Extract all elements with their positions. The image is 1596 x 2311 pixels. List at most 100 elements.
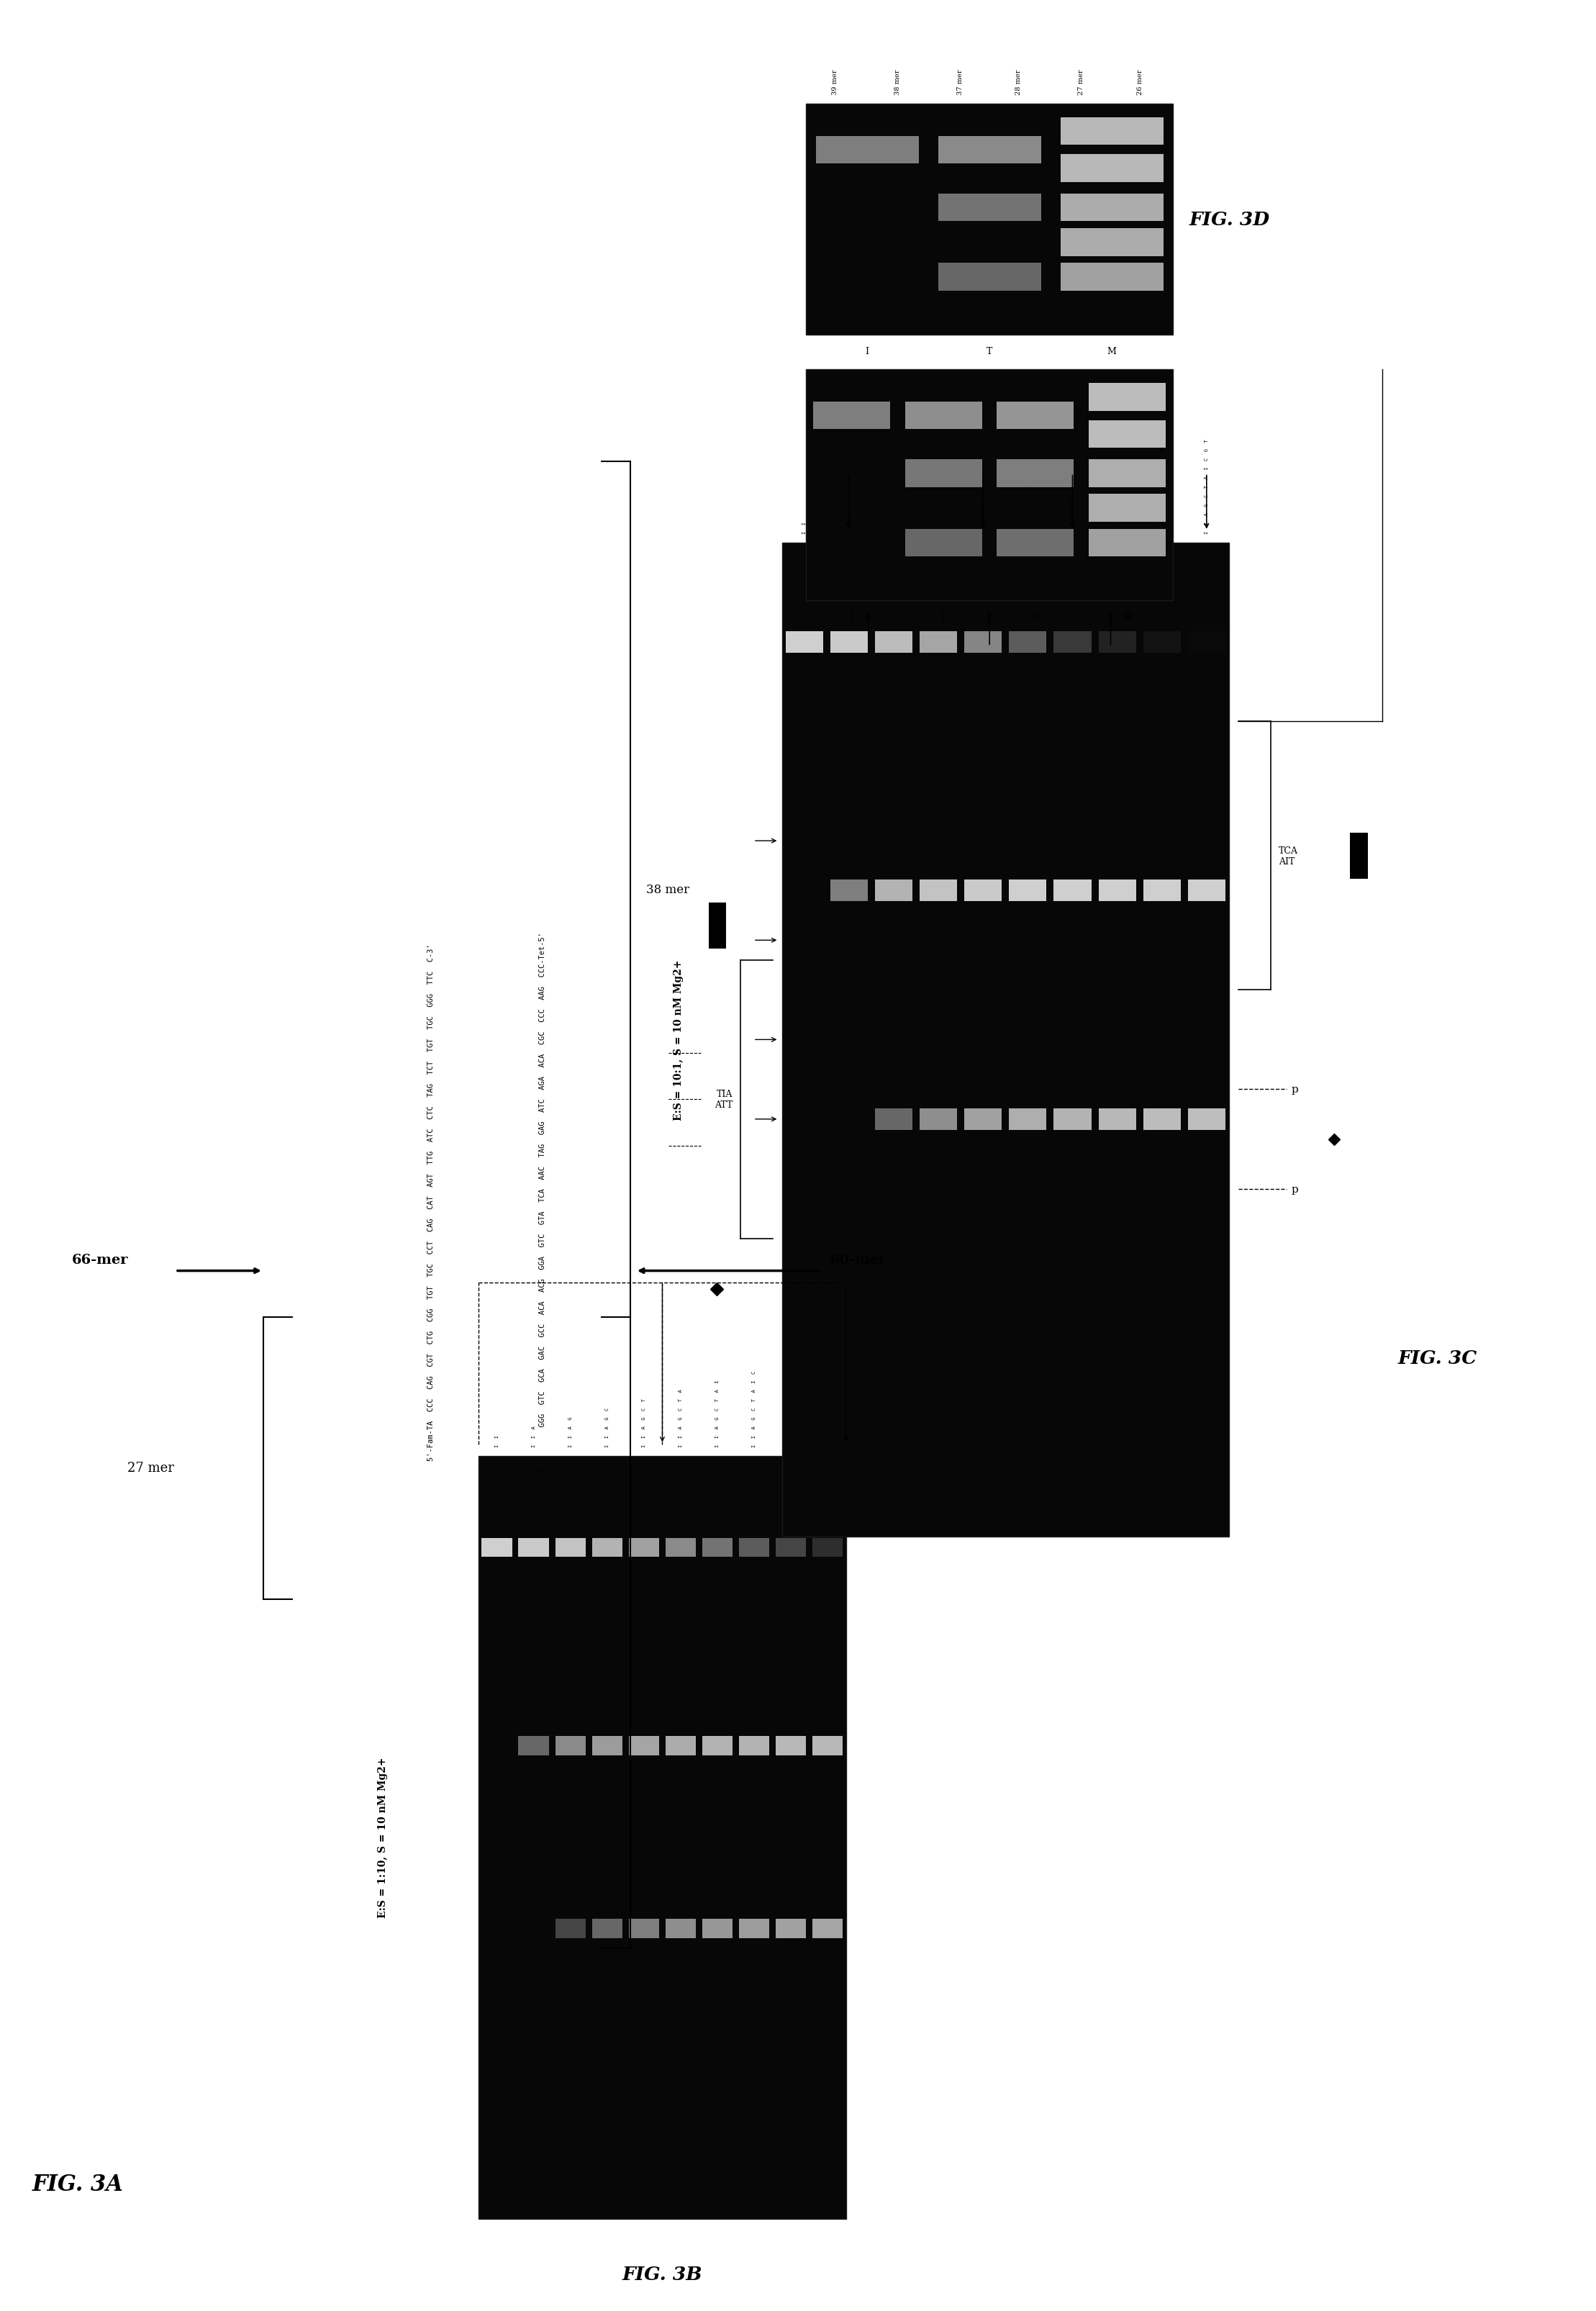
Text: I  I  A  G  C  T  A  I  C  G  T: I I A G C T A I C G T <box>1205 439 1208 534</box>
Bar <box>812 1918 843 1939</box>
Bar <box>875 631 913 654</box>
Text: I: I <box>865 347 868 356</box>
Bar <box>905 402 982 430</box>
Bar <box>1060 194 1163 222</box>
Text: I: I <box>851 612 854 622</box>
Text: I  I: I I <box>495 1435 500 1447</box>
Bar <box>919 1109 958 1130</box>
Text: 38 mer: 38 mer <box>894 69 902 95</box>
Bar <box>1098 1109 1136 1130</box>
Text: FIG. 3C: FIG. 3C <box>1398 1350 1478 1366</box>
Text: 39 mer: 39 mer <box>832 69 838 95</box>
Bar <box>1187 631 1226 654</box>
Text: I  I  A  G  C: I I A G C <box>937 495 940 534</box>
Text: 27 mer: 27 mer <box>1077 69 1085 95</box>
Text: I  I  A  G  C: I I A G C <box>605 1407 610 1447</box>
Text: I  I  A: I I A <box>531 1426 536 1447</box>
Bar <box>1088 384 1165 411</box>
Text: p: p <box>1291 1084 1298 1095</box>
Bar <box>938 263 1041 291</box>
Bar <box>816 136 919 164</box>
Bar <box>806 370 1173 601</box>
Bar <box>666 1736 696 1756</box>
Bar <box>919 631 958 654</box>
Bar <box>998 529 1074 557</box>
Bar <box>1350 832 1368 878</box>
Text: I  I: I I <box>803 522 806 534</box>
Text: I  I  A  G  C  T  A  I: I I A G C T A I <box>715 1380 720 1447</box>
Bar <box>830 880 868 901</box>
Bar <box>875 880 913 901</box>
Bar <box>1143 880 1181 901</box>
Bar <box>938 136 1041 164</box>
Bar <box>905 460 982 488</box>
Bar <box>1009 1109 1047 1130</box>
Bar <box>1060 229 1163 257</box>
Bar <box>592 1918 622 1939</box>
Text: I  I  A  G  C  T  A  I  C  G: I I A G C T A I C G <box>788 1361 793 1447</box>
Bar <box>739 1736 769 1756</box>
Bar <box>1098 631 1136 654</box>
Bar <box>702 1537 733 1558</box>
Bar <box>905 529 982 557</box>
Bar <box>709 904 726 950</box>
Bar <box>1088 460 1165 488</box>
Text: I  I  A  G  C  T  A  I  C  G: I I A G C T A I C G <box>1160 448 1163 534</box>
Text: I  I  A  G  C  T  A: I I A G C T A <box>678 1389 683 1447</box>
Bar <box>806 104 1173 335</box>
Bar <box>629 1537 659 1558</box>
Bar <box>1187 1109 1226 1130</box>
Text: I  I  A  G  C  T: I I A G C T <box>982 485 985 534</box>
Bar <box>776 1537 806 1558</box>
Text: 38 mer: 38 mer <box>646 883 689 897</box>
Bar <box>702 1918 733 1939</box>
Bar <box>1088 529 1165 557</box>
Text: FIG. 3D: FIG. 3D <box>1189 210 1270 229</box>
Text: TCA
AIT: TCA AIT <box>1278 846 1298 867</box>
Bar <box>814 402 891 430</box>
Bar <box>629 1736 659 1756</box>
Text: p: p <box>1291 1183 1298 1195</box>
Bar <box>592 1736 622 1756</box>
Text: TIA
ATT: TIA ATT <box>715 1088 733 1109</box>
Bar <box>998 402 1074 430</box>
Bar <box>666 1918 696 1939</box>
Text: 66-mer: 66-mer <box>72 1253 128 1266</box>
Bar <box>1053 1109 1092 1130</box>
Text: I  I  A  G  C  T  A  I  C  G  T: I I A G C T A I C G T <box>825 1352 830 1447</box>
Text: E:S = 10:1, S = 10 nM Mg2+: E:S = 10:1, S = 10 nM Mg2+ <box>674 959 683 1121</box>
Bar <box>812 1537 843 1558</box>
Bar <box>964 1109 1002 1130</box>
Text: M: M <box>1108 347 1117 356</box>
Bar <box>592 1537 622 1558</box>
Bar <box>519 1736 549 1756</box>
Bar <box>1009 631 1047 654</box>
Bar <box>1143 1109 1181 1130</box>
Bar <box>782 543 1229 1537</box>
Bar <box>1143 631 1181 654</box>
Bar <box>776 1918 806 1939</box>
Text: 27 mer: 27 mer <box>128 1461 174 1474</box>
Bar <box>964 880 1002 901</box>
Bar <box>666 1537 696 1558</box>
Bar <box>964 631 1002 654</box>
Text: E:S = 1:10, S = 10 nM Mg2+: E:S = 1:10, S = 10 nM Mg2+ <box>378 1756 388 1918</box>
Text: I  I  A  G: I I A G <box>568 1417 573 1447</box>
Text: T: T <box>986 347 993 356</box>
Bar <box>519 1537 549 1558</box>
Bar <box>998 460 1074 488</box>
Text: 60-mer: 60-mer <box>830 1253 886 1266</box>
Text: I  I  A  G  C  T  A  I  C: I I A G C T A I C <box>752 1370 757 1447</box>
Bar <box>1060 263 1163 291</box>
Bar <box>938 194 1041 222</box>
Text: FIG. 3A: FIG. 3A <box>32 2172 123 2195</box>
Text: I  I  A  G: I I A G <box>892 504 895 534</box>
Bar <box>482 1537 512 1558</box>
Text: M: M <box>1122 612 1132 622</box>
Text: 5'-Fam-TA  CCC  CAG  CGT  CTG  CGG  TGT  TGC  CCT  CAG  CAT  AGT  TTG  ATC  CTC : 5'-Fam-TA CCC CAG CGT CTG CGG TGT TGC CC… <box>428 943 434 1461</box>
Bar <box>555 1918 586 1939</box>
Bar <box>1053 880 1092 901</box>
Text: 26 mer: 26 mer <box>1136 69 1143 95</box>
Text: 3'-       GGG  GTC  GCA  GAC  GCC  ACA  ACG  GGA  GTC  GTA  TCA  AAC  TAG  GAG  : 3'- GGG GTC GCA GAC GCC ACA ACG GGA GTC … <box>539 931 546 1472</box>
Text: FIG. 3B: FIG. 3B <box>622 2265 702 2283</box>
